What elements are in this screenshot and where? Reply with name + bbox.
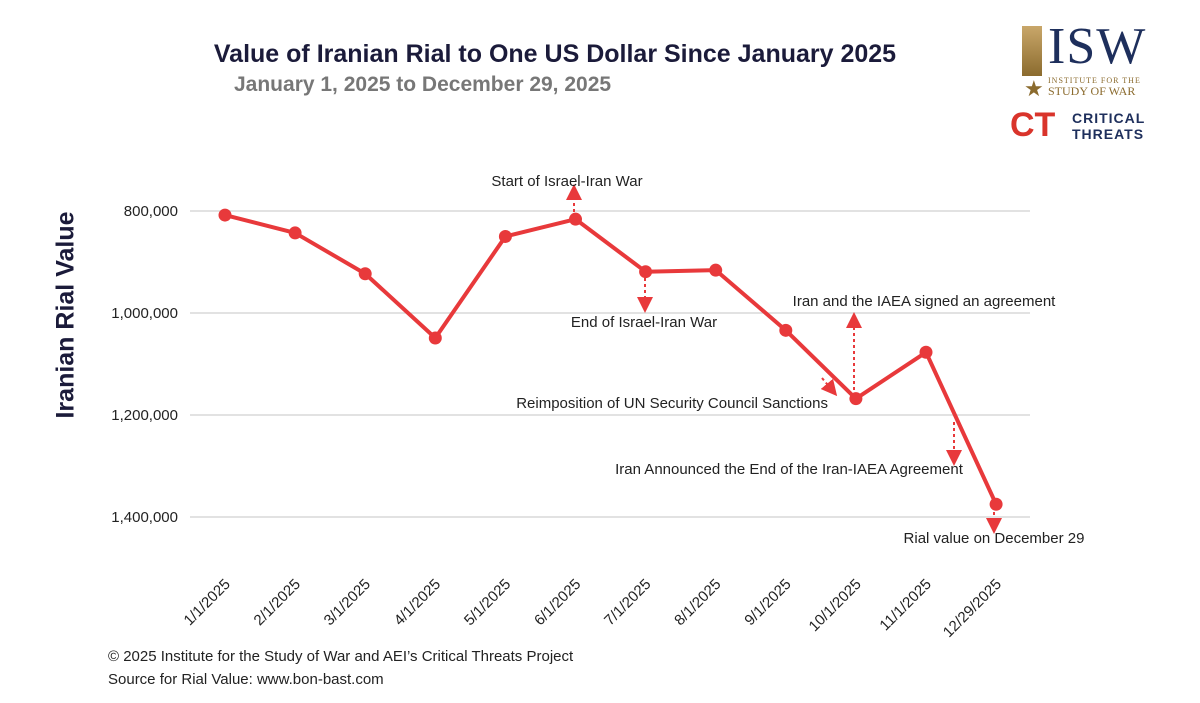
annotation-label: Iran Announced the End of the Iran-IAEA … bbox=[615, 461, 964, 478]
x-tick-label: 10/1/2025 bbox=[806, 576, 865, 635]
data-point bbox=[498, 230, 512, 243]
data-point bbox=[428, 331, 442, 345]
annotation-label: Start of Israel-Iran War bbox=[491, 173, 642, 190]
data-point bbox=[288, 226, 302, 240]
isw-ct-logo: ISW ★ INSTITUTE FOR THE STUDY OF WAR CT … bbox=[1010, 18, 1170, 143]
data-point bbox=[919, 345, 933, 359]
x-tick-label: 7/1/2025 bbox=[601, 576, 654, 629]
ct-logo-line2: THREATS bbox=[1072, 126, 1145, 142]
footer-source: Source for Rial Value: www.bon-bast.com bbox=[108, 671, 384, 688]
ct-logo-line1: CRITICAL bbox=[1072, 110, 1146, 126]
data-point bbox=[709, 263, 723, 277]
star-icon: ★ bbox=[1024, 76, 1044, 101]
chart-subtitle: January 1, 2025 to December 29, 2025 bbox=[234, 73, 612, 96]
y-tick-label: 1,400,000 bbox=[111, 509, 178, 526]
annotation-label: Rial value on December 29 bbox=[904, 530, 1085, 547]
isw-bar-icon bbox=[1022, 26, 1042, 76]
data-point bbox=[218, 208, 232, 222]
x-tick-label: 8/1/2025 bbox=[671, 576, 724, 629]
x-tick-label: 5/1/2025 bbox=[461, 576, 514, 629]
ct-logo-text: CRITICAL THREATS bbox=[1072, 110, 1145, 142]
x-tick-label: 1/1/2025 bbox=[181, 576, 234, 629]
x-tick-label: 9/1/2025 bbox=[741, 576, 794, 629]
isw-logo-sub1: INSTITUTE FOR THE bbox=[1048, 76, 1141, 85]
data-point bbox=[779, 323, 793, 337]
y-tick-label: 1,200,000 bbox=[111, 407, 178, 424]
x-tick-label: 12/29/2025 bbox=[940, 576, 1005, 641]
series-line bbox=[224, 213, 998, 506]
data-point bbox=[989, 497, 1003, 511]
x-tick-label: 11/1/2025 bbox=[876, 576, 934, 634]
annotation-label: Reimposition of UN Security Council Sanc… bbox=[516, 395, 828, 412]
y-tick-label: 1,000,000 bbox=[111, 305, 178, 322]
chart-title: Value of Iranian Rial to One US Dollar S… bbox=[213, 40, 897, 68]
annotation-arrow bbox=[820, 377, 838, 397]
ct-logo-mark: CT bbox=[1010, 106, 1056, 144]
data-point bbox=[569, 212, 582, 226]
isw-logo-text: ISW bbox=[1048, 18, 1147, 75]
annotation-label: Iran and the IAEA signed an agreement bbox=[793, 293, 1057, 310]
x-tick-label: 3/1/2025 bbox=[321, 576, 374, 629]
annotation-label: End of Israel-Iran War bbox=[571, 314, 717, 331]
x-tick-label: 6/1/2025 bbox=[531, 576, 584, 629]
data-point bbox=[358, 267, 372, 281]
isw-logo-sub2: STUDY OF WAR bbox=[1048, 84, 1136, 98]
x-tick-label: 4/1/2025 bbox=[391, 576, 444, 629]
data-point bbox=[639, 265, 653, 279]
x-tick-label: 2/1/2025 bbox=[251, 576, 304, 629]
footer-copyright: © 2025 Institute for the Study of War an… bbox=[108, 648, 574, 665]
y-tick-label: 800,000 bbox=[124, 203, 178, 220]
data-point bbox=[849, 392, 863, 406]
